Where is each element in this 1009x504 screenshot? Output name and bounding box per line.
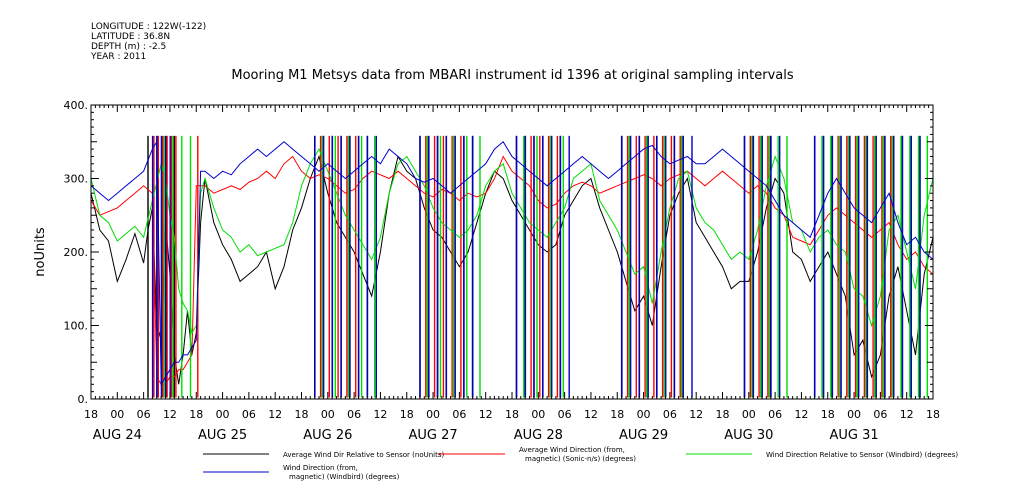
x-tick-label: 18 <box>84 408 98 421</box>
series-line-2 <box>90 147 934 335</box>
x-tick-label: 18 <box>505 408 519 421</box>
y-tick-label: 400. <box>64 99 89 112</box>
x-tick-label: 00 <box>110 408 124 421</box>
x-tick-label: 18 <box>400 408 414 421</box>
chart-title: Mooring M1 Metsys data from MBARI instru… <box>231 68 794 83</box>
x-tick-label: 00 <box>426 408 440 421</box>
series-line-0 <box>90 154 934 385</box>
x-tick-label: 18 <box>295 408 309 421</box>
x-tick-label: 12 <box>584 408 598 421</box>
x-tick-label: 12 <box>268 408 282 421</box>
plot-frame <box>90 104 934 400</box>
x-day-label: AUG 31 <box>829 428 878 443</box>
x-day-label: AUG 29 <box>619 428 668 443</box>
y-tick-label: 0. <box>78 393 89 406</box>
y-tick-label: 100. <box>64 320 89 333</box>
legend-label-3-line2: magnetic) (Windbird) (degrees) <box>289 473 400 481</box>
metadata-depth: DEPTH (m) : -2.5 <box>91 42 167 52</box>
x-tick-label: 06 <box>558 408 572 421</box>
x-day-label: AUG 30 <box>724 428 773 443</box>
x-tick-label: 18 <box>926 408 940 421</box>
x-day-label: AUG 25 <box>198 428 247 443</box>
x-tick-label: 06 <box>873 408 887 421</box>
x-tick-label: 18 <box>189 408 203 421</box>
x-tick-label: 12 <box>689 408 703 421</box>
x-tick-label: 18 <box>821 408 835 421</box>
x-day-label: AUG 28 <box>514 428 563 443</box>
x-tick-label: 00 <box>531 408 545 421</box>
x-day-label: AUG 27 <box>408 428 457 443</box>
x-tick-label: 12 <box>163 408 177 421</box>
legend: Average Wind Dir Relative to Sensor (noU… <box>203 446 958 481</box>
x-tick-label: 00 <box>216 408 230 421</box>
x-tick-label: 06 <box>452 408 466 421</box>
x-tick-label: 00 <box>847 408 861 421</box>
x-day-label: AUG 26 <box>303 428 352 443</box>
x-tick-label: 06 <box>663 408 677 421</box>
x-tick-label: 06 <box>242 408 256 421</box>
axes: 0. 100. 200. 300. 400. 18 00 06 12 18 00 06 12 18 00 06… <box>64 99 941 443</box>
x-tick-label: 06 <box>768 408 782 421</box>
x-tick-label: 00 <box>321 408 335 421</box>
x-tick-label: 00 <box>637 408 651 421</box>
metadata-longitude: LONGITUDE : 122W(-122) <box>91 22 207 32</box>
legend-label-1-line2: magnetic) (Sonic-n/s) (degrees) <box>525 455 636 463</box>
legend-label-0: Average Wind Dir Relative to Sensor (noU… <box>283 451 444 459</box>
plot-lines <box>90 135 934 398</box>
y-axis-label: noUnits <box>33 227 48 277</box>
legend-label-2: Wind Direction Relative to Sensor (Windb… <box>766 451 958 459</box>
y-tick-label: 200. <box>64 246 89 259</box>
metadata-latitude: LATITUDE : 36.8N <box>91 32 171 42</box>
x-tick-label: 18 <box>610 408 624 421</box>
legend-label-3: Wind Direction (from, <box>283 464 358 472</box>
x-day-label: AUG 24 <box>93 428 142 443</box>
x-tick-label: 18 <box>716 408 730 421</box>
x-tick-label: 12 <box>479 408 493 421</box>
x-tick-label: 12 <box>373 408 387 421</box>
metadata-block: LONGITUDE : 122W(-122) LATITUDE : 36.8N … <box>91 22 206 62</box>
y-tick-label: 300. <box>64 173 89 186</box>
x-tick-label: 00 <box>742 408 756 421</box>
x-tick-label: 06 <box>137 408 151 421</box>
metadata-year: YEAR : 2011 <box>91 52 147 62</box>
legend-label-1: Average Wind Direction (from, <box>519 446 625 454</box>
x-tick-label: 12 <box>794 408 808 421</box>
series-line-1 <box>90 155 934 385</box>
x-tick-label: 06 <box>347 408 361 421</box>
series-line-3 <box>90 140 934 387</box>
x-tick-label: 12 <box>900 408 914 421</box>
